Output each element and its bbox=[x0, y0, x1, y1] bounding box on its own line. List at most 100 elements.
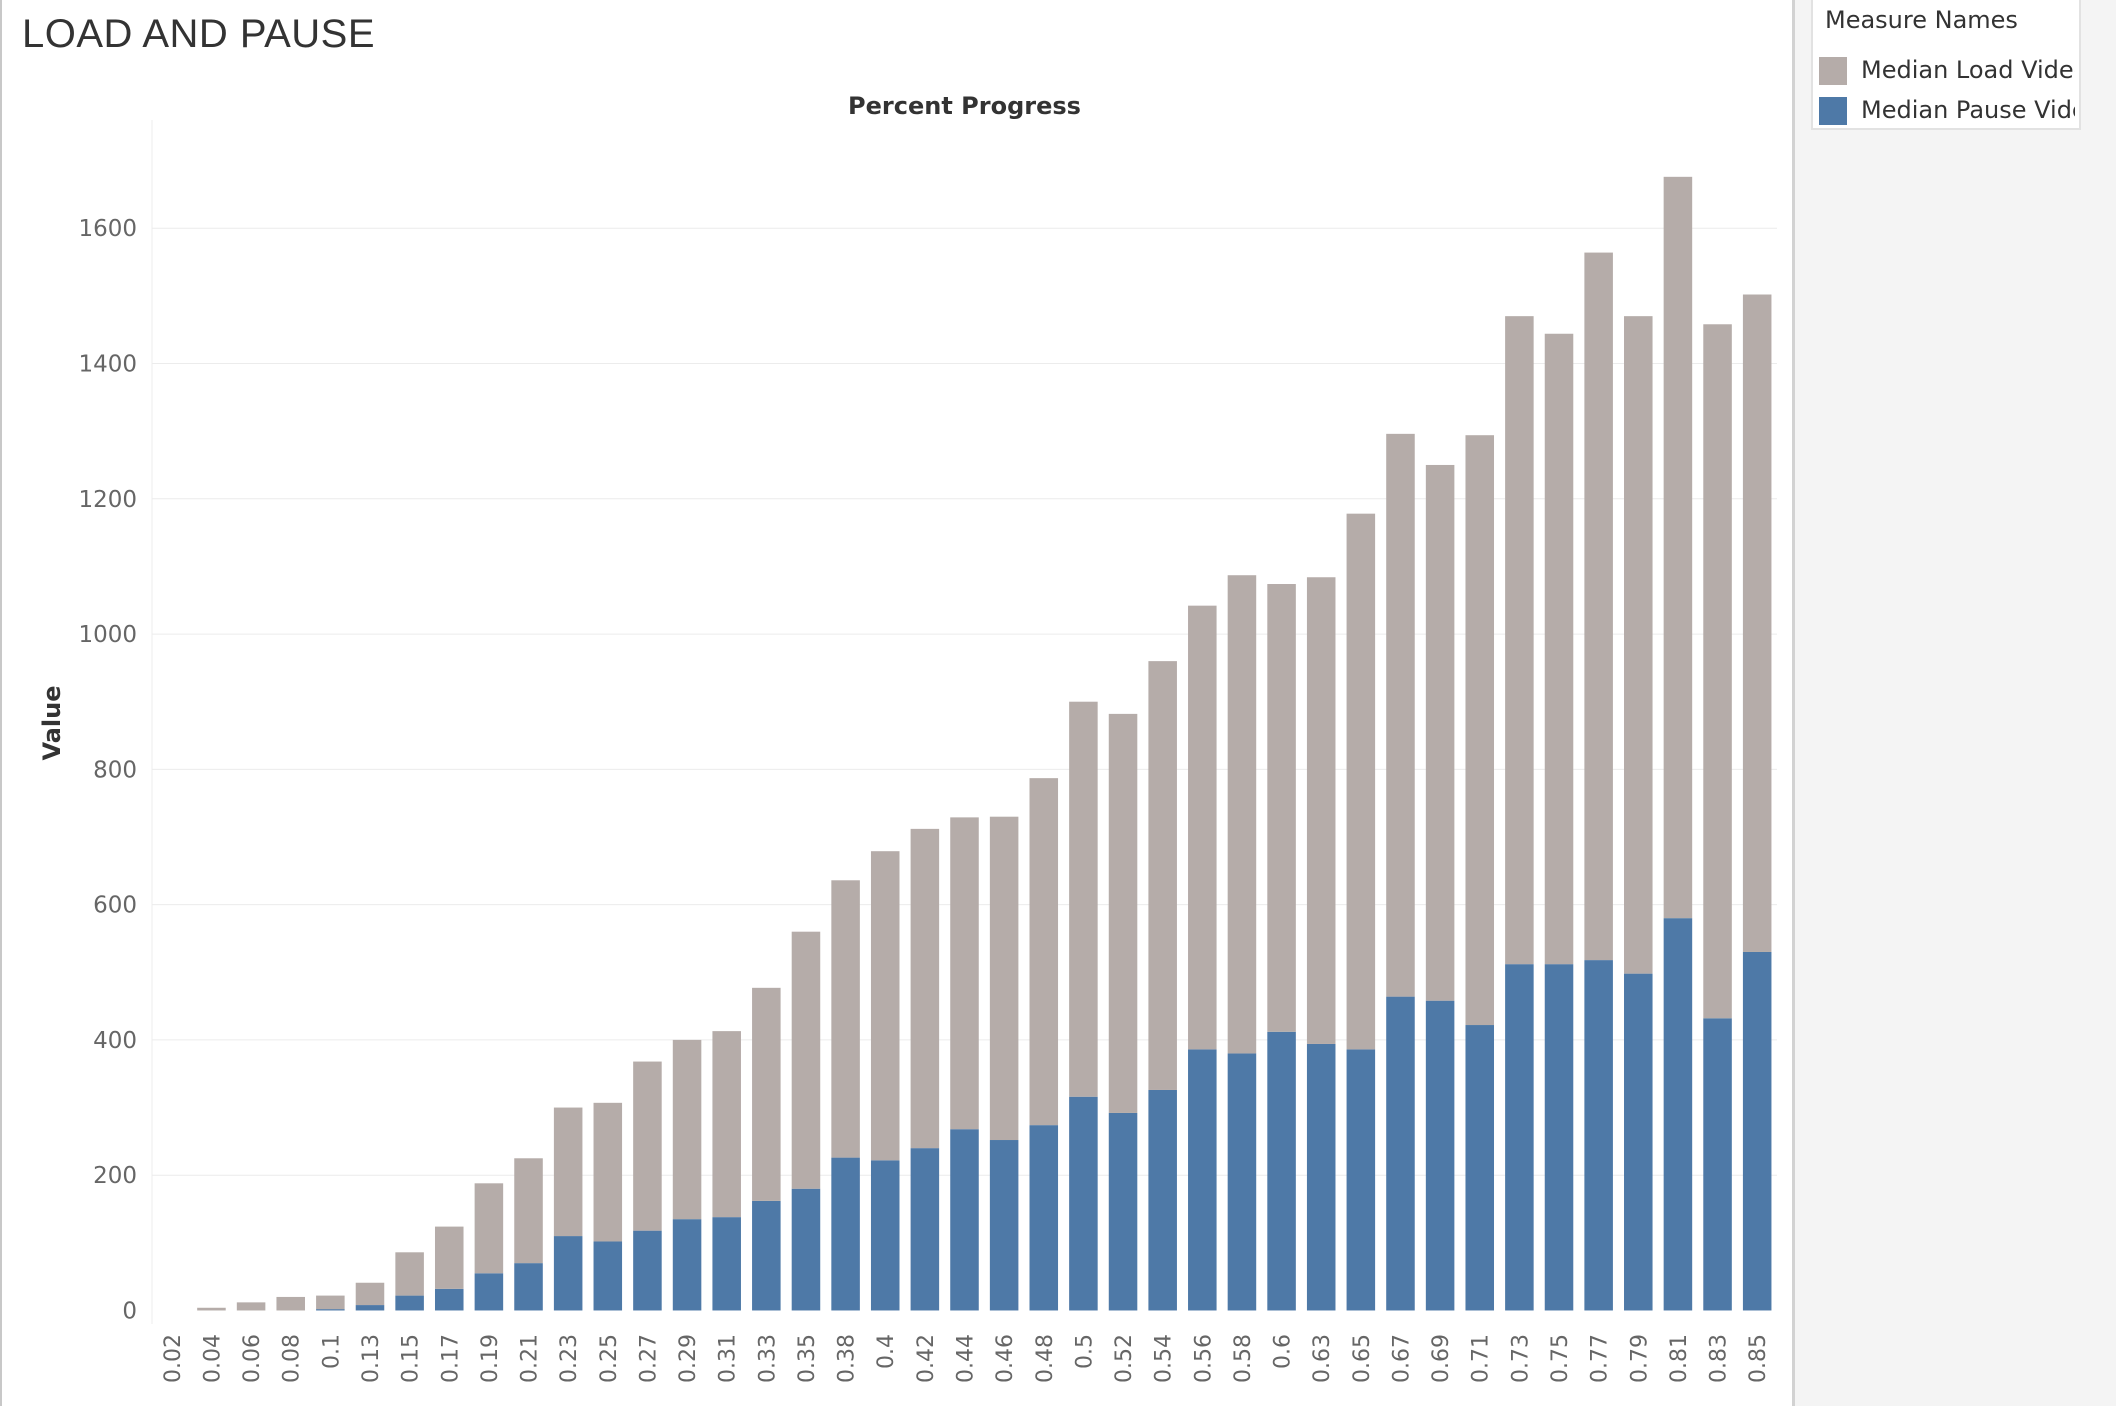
bar-segment-load[interactable] bbox=[1386, 433, 1415, 997]
bar-segment-load[interactable] bbox=[395, 1252, 424, 1296]
dashboard-left-border bbox=[0, 0, 2, 1406]
bar-segment-load[interactable] bbox=[316, 1295, 345, 1310]
bar-segment-load[interactable] bbox=[910, 828, 940, 1149]
x-tick-label: 0.02 bbox=[161, 1334, 186, 1383]
x-tick-label: 0.4 bbox=[874, 1334, 899, 1369]
bar-segment-pause[interactable] bbox=[316, 1309, 345, 1311]
x-tick-label: 0.25 bbox=[597, 1334, 622, 1383]
bar-segment-load[interactable] bbox=[870, 851, 900, 1161]
bar-segment-load[interactable] bbox=[276, 1296, 305, 1311]
bar-segment-pause[interactable] bbox=[910, 1148, 940, 1311]
bar-segment-load[interactable] bbox=[474, 1183, 504, 1274]
bar-segment-pause[interactable] bbox=[633, 1230, 662, 1311]
x-tick-label: 0.69 bbox=[1429, 1334, 1454, 1383]
bar-segment-load[interactable] bbox=[672, 1039, 702, 1220]
x-tick-label: 0.75 bbox=[1548, 1334, 1573, 1383]
bar-segment-load[interactable] bbox=[831, 880, 860, 1158]
bar-segment-load[interactable] bbox=[553, 1107, 583, 1237]
bar-segment-load[interactable] bbox=[1544, 333, 1574, 965]
bar-segment-pause[interactable] bbox=[672, 1219, 702, 1311]
bar-segment-load[interactable] bbox=[1703, 324, 1732, 1019]
x-tick-label: 0.67 bbox=[1389, 1334, 1414, 1383]
bar-segment-load[interactable] bbox=[1069, 701, 1098, 1097]
bar-segment-pause[interactable] bbox=[593, 1241, 623, 1311]
bar-segment-pause[interactable] bbox=[1188, 1049, 1217, 1311]
bar-segment-load[interactable] bbox=[1584, 252, 1613, 961]
bar-segment-pause[interactable] bbox=[1425, 1000, 1455, 1311]
y-tick-label: 600 bbox=[93, 893, 137, 919]
x-tick-label: 0.13 bbox=[359, 1334, 384, 1383]
bar-segment-load[interactable] bbox=[1742, 294, 1772, 952]
bar-segment-load[interactable] bbox=[355, 1282, 385, 1306]
x-tick-label: 0.04 bbox=[200, 1334, 225, 1383]
bar-segment-load[interactable] bbox=[752, 987, 781, 1201]
bar-segment-load[interactable] bbox=[950, 817, 979, 1130]
bar-segment-pause[interactable] bbox=[1108, 1112, 1138, 1311]
bar-segment-pause[interactable] bbox=[514, 1263, 543, 1311]
bar-segment-load[interactable] bbox=[1624, 316, 1653, 974]
bar-segment-load[interactable] bbox=[434, 1226, 464, 1289]
bar-segment-pause[interactable] bbox=[1624, 973, 1653, 1311]
bar-segment-pause[interactable] bbox=[395, 1295, 424, 1311]
bar-segment-pause[interactable] bbox=[474, 1273, 504, 1311]
bar-segment-load[interactable] bbox=[1425, 464, 1455, 1001]
bar-segment-pause[interactable] bbox=[1267, 1031, 1296, 1311]
bar-segment-load[interactable] bbox=[633, 1061, 662, 1231]
bar-segment-load[interactable] bbox=[1188, 605, 1217, 1050]
bar-segment-pause[interactable] bbox=[1069, 1096, 1098, 1311]
bar-segment-load[interactable] bbox=[1108, 713, 1138, 1113]
x-tick-label: 0.77 bbox=[1588, 1334, 1613, 1383]
legend-label-load: Median Load Video Action bbox=[1861, 56, 2075, 84]
bar-segment-load[interactable] bbox=[1346, 513, 1376, 1050]
bar-segment-load[interactable] bbox=[1148, 661, 1177, 1090]
bar-segment-pause[interactable] bbox=[752, 1200, 781, 1311]
bar-segment-pause[interactable] bbox=[712, 1217, 741, 1311]
bar-segment-load[interactable] bbox=[197, 1307, 226, 1311]
bar-segment-pause[interactable] bbox=[1584, 960, 1613, 1311]
y-tick-label: 1200 bbox=[78, 487, 137, 513]
bar-segment-pause[interactable] bbox=[1029, 1125, 1059, 1311]
bar-segment-pause[interactable] bbox=[870, 1160, 900, 1311]
bar-segment-pause[interactable] bbox=[1346, 1049, 1376, 1311]
bar-segment-pause[interactable] bbox=[1544, 964, 1574, 1311]
bar-segment-pause[interactable] bbox=[791, 1188, 821, 1311]
bar-segment-pause[interactable] bbox=[950, 1129, 979, 1311]
bar-segment-pause[interactable] bbox=[1663, 918, 1693, 1311]
bar-segment-pause[interactable] bbox=[1703, 1018, 1732, 1311]
bar-segment-load[interactable] bbox=[236, 1302, 266, 1311]
legend-label-pause: Median Pause Video Action bbox=[1861, 96, 2075, 124]
legend-item-load[interactable]: Median Load Video Action bbox=[1819, 54, 2077, 88]
bar-segment-load[interactable] bbox=[791, 931, 821, 1189]
bar-segment-load[interactable] bbox=[1227, 575, 1257, 1054]
bar-segment-load[interactable] bbox=[989, 816, 1019, 1141]
bar-segment-pause[interactable] bbox=[1465, 1025, 1495, 1311]
bar-segment-pause[interactable] bbox=[1505, 964, 1534, 1311]
bar-segment-load[interactable] bbox=[1306, 577, 1336, 1044]
bar-segment-pause[interactable] bbox=[1386, 996, 1415, 1311]
x-tick-label: 0.42 bbox=[914, 1334, 939, 1383]
x-tick-label: 0.5 bbox=[1072, 1334, 1097, 1369]
bar-segment-load[interactable] bbox=[1505, 316, 1534, 965]
bar-segment-pause[interactable] bbox=[355, 1305, 385, 1311]
legend-item-pause[interactable]: Median Pause Video Action bbox=[1819, 94, 2077, 128]
bar-segment-pause[interactable] bbox=[1148, 1089, 1177, 1311]
bar-segment-pause[interactable] bbox=[989, 1140, 1019, 1311]
bar-segment-pause[interactable] bbox=[1227, 1053, 1257, 1311]
bars[interactable] bbox=[197, 176, 1772, 1311]
bar-segment-pause[interactable] bbox=[553, 1236, 583, 1311]
bar-segment-load[interactable] bbox=[712, 1031, 741, 1218]
bar-segment-load[interactable] bbox=[1029, 778, 1059, 1126]
bar-segment-pause[interactable] bbox=[1306, 1043, 1336, 1311]
bar-segment-load[interactable] bbox=[514, 1158, 543, 1264]
bar-segment-load[interactable] bbox=[1267, 584, 1296, 1032]
x-tick-label: 0.23 bbox=[557, 1334, 582, 1383]
bar-segment-load[interactable] bbox=[1465, 435, 1495, 1026]
bar-segment-pause[interactable] bbox=[434, 1288, 464, 1311]
x-tick-label: 0.44 bbox=[954, 1334, 979, 1383]
bar-segment-pause[interactable] bbox=[831, 1157, 860, 1311]
legend[interactable]: Measure Names Median Load Video Action M… bbox=[1811, 0, 2081, 130]
bar-segment-load[interactable] bbox=[593, 1102, 623, 1242]
legend-swatch-pause bbox=[1819, 97, 1847, 125]
bar-segment-load[interactable] bbox=[1663, 176, 1693, 919]
bar-segment-pause[interactable] bbox=[1742, 951, 1772, 1311]
